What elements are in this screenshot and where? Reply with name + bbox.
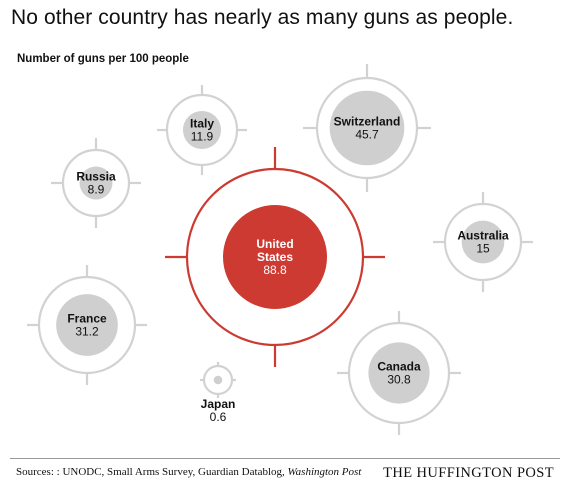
label-united-states-1: States bbox=[257, 250, 293, 264]
value-label-australia: 15 bbox=[476, 242, 490, 256]
bubble-australia bbox=[461, 220, 505, 264]
footer-divider bbox=[10, 458, 560, 459]
value-label-france: 31.2 bbox=[75, 325, 99, 339]
bubble-canada bbox=[368, 342, 430, 404]
value-label-italy: 11.9 bbox=[191, 130, 214, 144]
label-canada: Canada bbox=[377, 360, 421, 374]
bubble-france bbox=[56, 294, 118, 356]
label-australia: Australia bbox=[457, 229, 509, 243]
value-label-united-states: 88.8 bbox=[263, 263, 287, 277]
chart-subtitle: Number of guns per 100 people bbox=[17, 53, 189, 65]
brand-logo: THE HUFFINGTON POST bbox=[383, 465, 554, 481]
value-label-japan: 0.6 bbox=[210, 410, 227, 424]
value-label-russia: 8.9 bbox=[88, 183, 105, 197]
sources-text: Sources: : UNODC, Small Arms Survey, Gua… bbox=[16, 466, 285, 478]
value-label-canada: 30.8 bbox=[387, 373, 411, 387]
bubble-italy bbox=[182, 110, 222, 150]
label-japan: Japan bbox=[201, 397, 236, 411]
bubble-switzerland bbox=[329, 90, 405, 166]
sources-italic: Washington Post bbox=[287, 466, 362, 478]
label-switzerland: Switzerland bbox=[334, 115, 401, 129]
label-russia: Russia bbox=[76, 170, 116, 184]
bubble-russia bbox=[79, 166, 113, 200]
label-italy: Italy bbox=[190, 117, 214, 131]
bubble-japan bbox=[213, 375, 223, 385]
label-france: France bbox=[67, 312, 107, 326]
sources-note: Sources: : UNODC, Small Arms Survey, Gua… bbox=[16, 466, 361, 478]
chart-title: No other country has nearly as many guns… bbox=[11, 6, 514, 29]
label-united-states-0: United bbox=[256, 237, 293, 251]
value-label-switzerland: 45.7 bbox=[355, 128, 379, 142]
bubble-united-states bbox=[223, 205, 327, 309]
